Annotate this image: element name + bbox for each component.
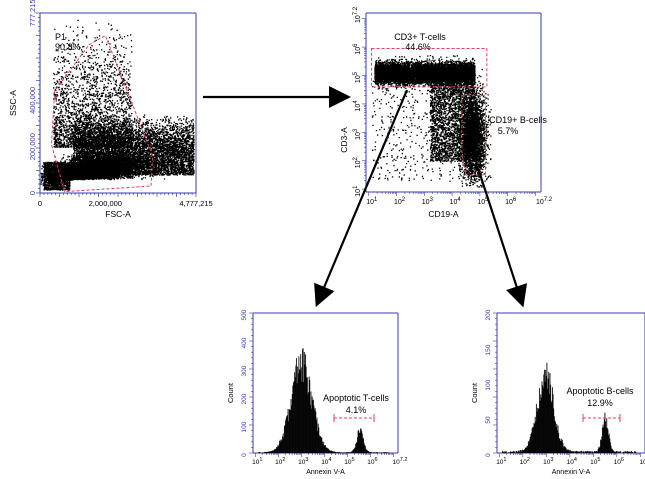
gate-cd3-outline [371, 48, 488, 88]
y-axis-label: Count [470, 382, 479, 403]
flow-arrows [203, 86, 528, 308]
cd19-cd3-events-points [371, 55, 492, 188]
x-tick-label: 103 [422, 197, 434, 206]
x-tick-label: 0 [38, 199, 42, 208]
y-tick-label: 102 [353, 157, 362, 168]
gate-p1-outline [50, 34, 154, 193]
x-tick-label: 105 [477, 197, 489, 206]
y-tick-label: 0 [28, 191, 37, 195]
y-axis-label: Count [226, 382, 235, 403]
chart-annexin-t: 101 102 103 104 105 106 107.2 0 100 200 300 400 500 A… [226, 309, 407, 476]
x-tick-label: 102 [520, 457, 530, 466]
x-tick-label: 104 [450, 197, 462, 206]
histogram-bins [502, 362, 637, 454]
y-tick-label: 107.2 [353, 7, 362, 23]
x-tick-label: 102 [275, 457, 285, 466]
y-axis-label: SSC-A [8, 90, 18, 116]
x-tick-label: 105 [590, 457, 600, 466]
x-tick-label: 107.2 [536, 197, 552, 206]
gate-p1-name: P1 [55, 32, 66, 42]
y-tick-label: 200,000 [28, 133, 37, 160]
gate-apoptotic-percent: 4.1% [346, 405, 367, 415]
y-tick-label: 50 [485, 416, 492, 424]
x-tick-label: 104 [321, 457, 331, 466]
y-tick-label: 100 [485, 379, 492, 390]
y-tick-label: 105 [353, 71, 362, 83]
gate-apoptotic-name: Apoptotic T-cells [323, 393, 389, 403]
y-tick-label: 0 [241, 453, 248, 457]
x-axis-label: CD19-A [428, 209, 459, 219]
y-tick-label: 200 [485, 309, 492, 320]
gate-apoptotic-name: Apoptotic B-cells [566, 386, 634, 396]
x-tick-label: 104 [567, 457, 577, 466]
x-tick-label: 101 [366, 197, 378, 206]
x-tick-label: 107.2 [640, 457, 645, 466]
x-tick-label: 101 [496, 457, 506, 466]
x-tick-label: 2,000,000 [89, 199, 122, 208]
y-tick-label: 300 [241, 365, 248, 376]
x-axis-label: Annexin V-A [552, 469, 591, 476]
gate-cd19-percent: 5.7% [498, 126, 519, 136]
y-tick-label: 103 [353, 128, 362, 140]
arrow-to-t-cell-histogram [314, 89, 409, 308]
x-tick-label: 103 [543, 457, 553, 466]
cd19-cd3-events [371, 55, 492, 188]
x-tick-label: 106 [367, 457, 377, 466]
gate-cd19-name: CD19+ B-cells [489, 115, 547, 125]
y-axis-label: CD3-A [339, 127, 349, 153]
histogram-bars [502, 362, 637, 454]
chart-cd19-cd3: 101 102 103 104 105 106 107.2 101 102 103 104 105 10… [339, 7, 552, 219]
gate-apoptotic: Apoptotic B-cells 12.9% [566, 386, 634, 422]
histogram-bars [257, 348, 390, 454]
x-tick-label: 106 [614, 457, 624, 466]
gate-cd3-percent: 44.6% [405, 42, 431, 52]
x-tick-label: 107.2 [393, 457, 408, 466]
histogram-bins [257, 348, 390, 454]
y-tick-label: 150 [485, 344, 492, 355]
y-tick-label: 104 [353, 100, 362, 112]
chart-fsc-ssc: 0 2,000,000 4,777,215 0 200,000 400,000 777,21… [8, 0, 213, 219]
y-tick-label: 500 [241, 309, 248, 320]
y-tick-label: 101 [353, 185, 362, 197]
gate-cd3-name: CD3+ T-cells [394, 32, 446, 42]
fsc-ssc-events [40, 19, 195, 191]
y-tick-label: 100 [241, 421, 248, 432]
x-axis-label: FSC-A [105, 209, 131, 219]
x-tick-label: 4,777,215 [179, 199, 212, 208]
x-tick-label: 101 [252, 457, 262, 466]
x-tick-label: 105 [344, 457, 354, 466]
y-tick-label: 400 [241, 337, 248, 348]
y-tick-label: 200 [241, 393, 248, 404]
x-axis-label: Annexin V-A [306, 469, 345, 476]
y-tick-label: 106 [353, 43, 362, 55]
gate-apoptotic-percent: 12.9% [587, 398, 613, 408]
gate-apoptotic: Apoptotic T-cells 4.1% [323, 393, 389, 422]
x-tick-label: 103 [298, 457, 308, 466]
y-tick-label: 777,215 [28, 0, 37, 27]
arrow-to-b-cell-histogram [476, 167, 528, 308]
chart-annexin-b: 101 102 103 104 105 106 107.2 0 50 100 150 200 Annex… [470, 309, 645, 476]
x-tick-label: 106 [505, 197, 517, 206]
gate-cd19-outline [461, 94, 486, 176]
x-tick-label: 102 [394, 197, 405, 206]
fsc-ssc-events-points [40, 19, 195, 191]
gate-p1-percent: 90.8% [55, 42, 81, 52]
y-tick-label: 400,000 [28, 87, 37, 114]
y-tick-label: 0 [485, 453, 492, 457]
